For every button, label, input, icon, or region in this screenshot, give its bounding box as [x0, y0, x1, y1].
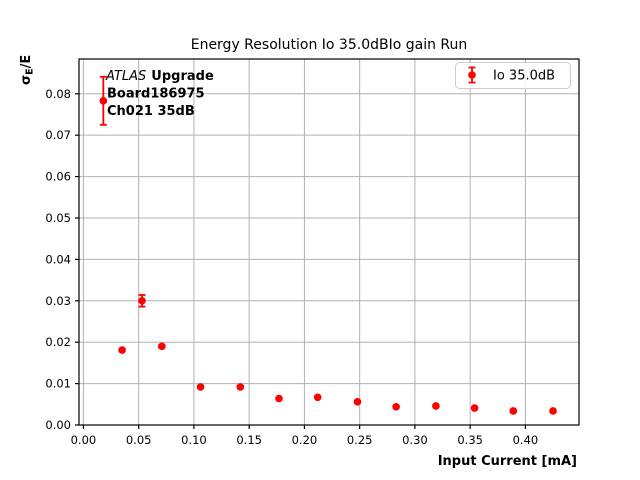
- y-axis-label-suffix: /E: [19, 55, 34, 69]
- plot-frame: [78, 58, 580, 426]
- annotation-atlas: ATLAS: [105, 69, 146, 84]
- x-tick-label: 0.20: [292, 433, 318, 447]
- y-tick-label: 0.08: [45, 87, 71, 101]
- x-tick-label: 0.10: [181, 433, 207, 447]
- x-tick-label: 0.30: [402, 433, 428, 447]
- legend: Io 35.0dB: [455, 62, 571, 89]
- data-point: [432, 402, 440, 410]
- y-tick-label: 0.06: [45, 170, 71, 184]
- x-axis-label: Input Current [mA]: [438, 454, 577, 469]
- y-tick-label: 0.07: [45, 128, 71, 142]
- data-point: [392, 402, 400, 411]
- tick-layer: 0.00 0.05 0.10 0.15 0.20 0.25 0.30 0.35 0.40 0.00…: [45, 87, 538, 447]
- x-tick-label: 0.00: [71, 433, 97, 447]
- annotation-upgrade: Upgrade: [151, 69, 214, 84]
- y-tick-label: 0.03: [45, 294, 71, 308]
- x-tick-label: 0.40: [513, 433, 539, 447]
- y-tick-label: 0.02: [45, 335, 71, 349]
- x-tick-label: 0.15: [236, 433, 262, 447]
- data-point: [118, 346, 126, 354]
- y-tick-label: 0.04: [45, 252, 71, 266]
- data-point: [313, 393, 322, 402]
- x-tick-label: 0.05: [126, 433, 152, 447]
- data-point: [470, 404, 479, 412]
- y-axis-label-subscript: E: [25, 68, 36, 75]
- y-tick-label: 0.05: [45, 211, 71, 225]
- grid-layer: [79, 59, 579, 426]
- data-point: [196, 383, 205, 391]
- x-tick-label: 0.25: [347, 433, 373, 447]
- legend-box: [455, 62, 571, 89]
- x-tick-label: 0.35: [457, 433, 483, 447]
- y-axis-label: σE/E: [19, 55, 36, 85]
- data-point: [236, 383, 245, 391]
- annotation: ATLAS Upgrade Board186975 Ch021 35dB: [105, 69, 214, 119]
- data-point: [99, 97, 108, 105]
- y-tick-label: 0.00: [45, 418, 71, 432]
- y-axis-label-sigma: σ: [19, 75, 34, 85]
- data-point: [158, 342, 166, 351]
- annotation-line3: Ch021 35dB: [107, 104, 195, 119]
- annotation-line1: ATLAS Upgrade: [105, 69, 214, 84]
- data-point: [353, 398, 362, 406]
- y-tick-label: 0.01: [45, 377, 71, 391]
- legend-errorbar-icon: [468, 66, 476, 84]
- data-series-layer: [99, 75, 557, 415]
- data-point: [509, 407, 518, 415]
- annotation-line2: Board186975: [107, 87, 205, 102]
- data-point: [275, 394, 283, 403]
- data-point: [549, 407, 557, 415]
- legend-label: Io 35.0dB: [493, 69, 555, 84]
- data-point: [138, 296, 146, 305]
- chart-title: Energy Resolution Io 35.0dBIo gain Run: [191, 37, 468, 53]
